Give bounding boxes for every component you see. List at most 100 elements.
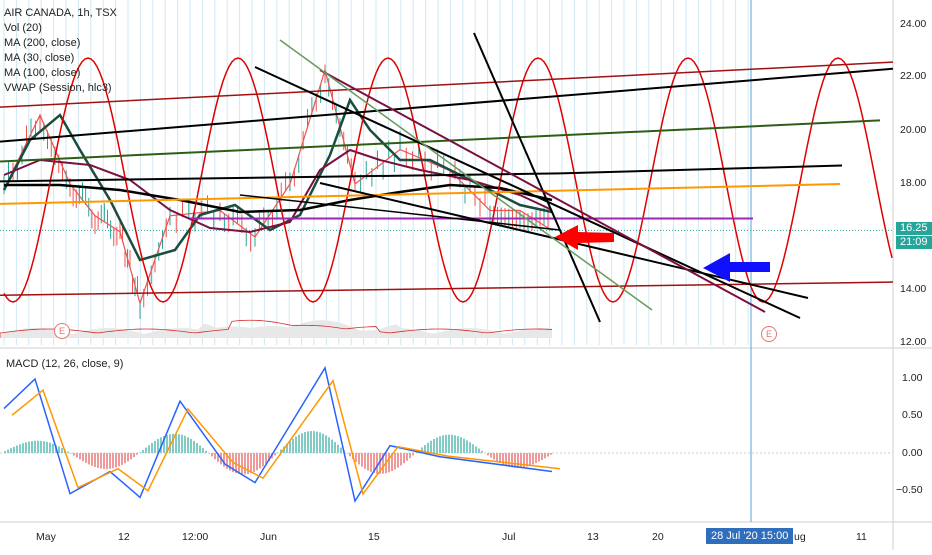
macd-histogram-bar xyxy=(31,441,33,453)
macd-histogram-bar xyxy=(478,449,480,453)
macd-histogram-bar xyxy=(376,453,378,474)
macd-histogram-bar xyxy=(256,453,258,470)
black-downtrend-1 xyxy=(255,67,800,318)
time-tick-20: 20 xyxy=(652,531,664,543)
chart-legend: AIR CANADA, 1h, TSX Vol (20) MA (200, cl… xyxy=(4,6,117,96)
macd-tick-1: 1.00 xyxy=(902,372,922,384)
time-tick-jul: Jul xyxy=(502,531,515,543)
macd-histogram-bar xyxy=(82,453,84,461)
macd-signal-line xyxy=(12,381,560,494)
macd-histogram-bar xyxy=(334,442,336,453)
macd-histogram-bar xyxy=(181,435,183,453)
macd-histogram-bar xyxy=(550,453,552,455)
macd-histogram-bar xyxy=(274,453,276,455)
earnings-marker-1[interactable]: E xyxy=(54,323,70,339)
macd-histogram-bar xyxy=(442,435,444,453)
macd-histogram-bar xyxy=(349,453,351,456)
legend-line-ma100[interactable]: MA (100, close) xyxy=(4,66,117,81)
macd-histogram-bar xyxy=(142,450,144,453)
red-upper-channel xyxy=(0,62,893,107)
macd-histogram-bar xyxy=(19,444,21,453)
macd-histogram-bar xyxy=(355,453,357,462)
legend-line-ma200[interactable]: MA (200, close) xyxy=(4,36,117,51)
symbol-title[interactable]: AIR CANADA, 1h, TSX xyxy=(4,6,117,21)
macd-histogram-bar xyxy=(112,453,114,468)
macd-histogram-bar xyxy=(73,453,75,456)
macd-histogram-bar xyxy=(430,441,432,453)
macd-histogram-bar xyxy=(133,453,135,457)
macd-histogram-bar xyxy=(202,448,204,453)
legend-line-vwap[interactable]: VWAP (Session, hlc3) xyxy=(4,81,117,96)
macd-histogram-bar xyxy=(529,453,531,466)
time-tick-11: 11 xyxy=(856,531,867,543)
macd-histogram-bar xyxy=(388,453,390,472)
macd-histogram-bar xyxy=(313,431,315,453)
macd-histogram-bar xyxy=(40,441,42,453)
macd-histogram-bar xyxy=(412,453,414,455)
macd-histogram-bar xyxy=(190,439,192,453)
macd-histogram-bar xyxy=(364,453,366,469)
macd-histogram-bar xyxy=(316,432,318,453)
macd-histogram-bar xyxy=(538,453,540,462)
macd-histogram-bar xyxy=(481,451,483,453)
macd-histogram-bar xyxy=(403,453,405,463)
volume-area xyxy=(0,320,552,338)
macd-histogram-bar xyxy=(397,453,399,468)
macd-histogram-bar xyxy=(544,453,546,458)
macd-histogram-bar xyxy=(91,453,93,466)
macd-histogram-bar xyxy=(295,437,297,453)
macd-histogram-bar xyxy=(304,432,306,453)
macd-histogram-bar xyxy=(118,453,120,466)
macd-histogram-bar xyxy=(451,435,453,453)
macd-histogram-bar xyxy=(193,441,195,453)
macd-histogram-bar xyxy=(109,453,111,469)
macd-histogram-bar xyxy=(70,453,72,454)
macd-histogram-bar xyxy=(7,450,9,453)
macd-histogram-bar xyxy=(43,441,45,453)
macd-histogram-bar xyxy=(358,453,360,464)
macd-histogram-bar xyxy=(406,453,408,461)
macd-histogram-bar xyxy=(535,453,537,463)
price-tick-20: 20.00 xyxy=(900,124,926,136)
macd-histogram-bar xyxy=(361,453,363,467)
macd-histogram-bar xyxy=(511,453,513,467)
macd-histogram-bar xyxy=(472,444,474,453)
black-horizontal-line xyxy=(0,173,560,181)
macd-histogram-bar xyxy=(49,443,51,453)
macd-histogram-bar xyxy=(79,453,81,459)
macd-line xyxy=(4,368,552,501)
macd-histogram-bar xyxy=(16,446,18,453)
price-tick-22: 22.00 xyxy=(900,70,926,82)
macd-histogram-bar xyxy=(445,435,447,453)
macd-histogram-bar xyxy=(463,439,465,453)
macd-histogram-bar xyxy=(331,440,333,453)
macd-histogram-bar xyxy=(97,453,99,468)
orange-line xyxy=(0,184,840,204)
macd-histogram-bar xyxy=(145,448,147,453)
earnings-marker-2[interactable]: E xyxy=(761,326,777,342)
macd-histogram-bar xyxy=(310,431,312,453)
macd-histogram-bar xyxy=(253,453,255,472)
macd-histogram-bar xyxy=(4,451,6,453)
macd-histogram-bar xyxy=(541,453,543,460)
macd-histogram-bar xyxy=(520,453,522,468)
time-tick-may: May xyxy=(36,531,56,543)
macd-histogram-bar xyxy=(292,439,294,453)
macd-histogram-bar xyxy=(496,453,498,461)
macd-histogram-bar xyxy=(52,444,54,453)
macd-histogram-bar xyxy=(139,452,141,453)
macd-histogram-bar xyxy=(13,447,15,453)
macd-histogram-bar xyxy=(67,452,69,453)
macd-histogram-bar xyxy=(22,443,24,453)
legend-line-vol[interactable]: Vol (20) xyxy=(4,21,117,36)
macd-histogram-bar xyxy=(517,453,519,468)
time-tick-15: 15 xyxy=(368,531,380,543)
legend-line-ma30[interactable]: MA (30, close) xyxy=(4,51,117,66)
macd-histogram-bar xyxy=(103,453,105,469)
price-tick-24: 24.00 xyxy=(900,18,926,30)
macd-histogram-bar xyxy=(298,435,300,453)
macd-legend[interactable]: MACD (12, 26, close, 9) xyxy=(6,358,123,370)
macd-histogram-bar xyxy=(100,453,102,469)
